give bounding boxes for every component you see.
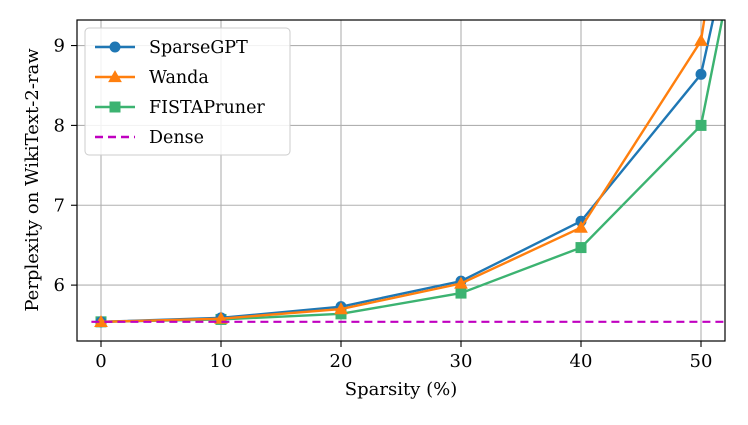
legend: SparseGPT Wanda FISTAPruner Dense — [84, 27, 291, 156]
legend-item-sparsegpt: SparseGPT — [95, 38, 248, 58]
y-tick-label: 6 — [54, 275, 65, 296]
y-tick-label: 9 — [54, 36, 65, 57]
x-axis-label: Sparsity (%) — [345, 379, 457, 400]
x-tick-label: 40 — [570, 351, 593, 372]
series-wanda-point — [94, 314, 108, 327]
x-tick-label: 0 — [95, 351, 106, 372]
legend-label: Dense — [149, 128, 204, 148]
x-tick-label: 20 — [330, 351, 353, 372]
series-wanda-point — [334, 302, 348, 315]
series-fistapruner-point — [695, 119, 707, 131]
x-tick-label: 30 — [450, 351, 473, 372]
series-wanda-point — [694, 33, 708, 46]
series-layer — [91, 20, 725, 328]
legend-label: FISTAPruner — [149, 98, 265, 118]
y-axis-label: Perplexity on WikiText-2-raw — [22, 48, 43, 312]
legend-label: Wanda — [149, 68, 209, 88]
legend-marker — [109, 101, 121, 113]
legend-box — [84, 27, 291, 156]
x-tick-label: 10 — [210, 351, 233, 372]
axis-ticks: 0 10 20 30 40 50 6 7 8 9 — [54, 36, 713, 372]
legend-label: SparseGPT — [149, 38, 248, 58]
legend-item-fistapruner: FISTAPruner — [95, 98, 265, 118]
plot-frame — [76, 19, 726, 342]
series-wanda-point — [574, 220, 588, 233]
legend-marker — [109, 41, 121, 53]
series-wanda-point — [454, 276, 468, 289]
legend-item-dense: Dense — [95, 128, 204, 148]
series-fistapruner-point — [455, 287, 467, 299]
y-tick-label: 8 — [54, 115, 65, 136]
y-tick-label: 7 — [54, 195, 65, 216]
series-sparsegpt-point — [695, 68, 707, 80]
x-tick-label: 50 — [690, 351, 713, 372]
series-fistapruner-point — [575, 242, 587, 254]
legend-item-wanda: Wanda — [95, 68, 209, 88]
legend-marker — [108, 70, 122, 83]
